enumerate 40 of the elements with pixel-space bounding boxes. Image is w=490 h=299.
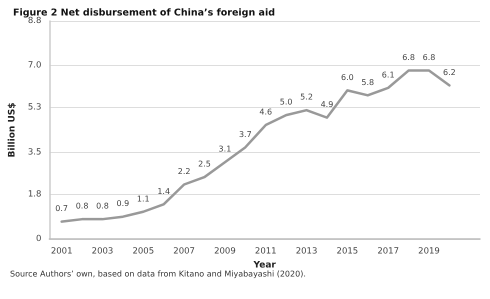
x-tick-label: 2011	[254, 246, 277, 256]
data-label: 0.7	[55, 204, 68, 214]
data-label: 0.8	[76, 202, 88, 211]
y-tick-label: 1.8	[28, 189, 42, 200]
x-tick-label: 2007	[173, 246, 195, 256]
x-tick-label: 2015	[336, 246, 358, 256]
data-label: 3.7	[238, 130, 252, 139]
data-label: 6.8	[422, 53, 436, 62]
data-label: 6.2	[443, 68, 456, 77]
x-axis-title: Year	[252, 260, 276, 270]
data-label: 5.8	[361, 78, 374, 87]
y-tick-label: 0	[36, 234, 42, 244]
data-label: 1.4	[157, 186, 170, 196]
y-tick-label: 3.5	[28, 147, 42, 158]
x-tick-label: 2005	[132, 246, 154, 256]
x-tick-label: 2019	[418, 246, 440, 256]
data-label: 6.8	[402, 53, 415, 62]
y-tick-label: 8.8	[28, 16, 42, 26]
x-tick-label: 2013	[296, 246, 318, 256]
data-label: 6.0	[340, 72, 354, 82]
data-label: 4.9	[320, 100, 334, 110]
data-label: 5.0	[280, 98, 293, 107]
y-axis-title: Billion US$	[8, 102, 18, 158]
x-tick-label: 2003	[92, 246, 114, 256]
data-label: 2.5	[198, 160, 211, 169]
y-tick-label: 7.0	[28, 60, 42, 71]
data-label: 2.2	[178, 167, 190, 176]
x-tick-label: 2017	[377, 246, 399, 256]
data-label: 4.6	[259, 108, 272, 117]
data-label: 1.1	[136, 194, 150, 204]
source-note: Source Authors’ own, based on data from Kitano and Miyabayashi (2020).	[10, 270, 306, 278]
data-label: 6.1	[382, 70, 395, 80]
x-tick-label: 2009	[214, 246, 236, 256]
y-tick-label: 5.3	[28, 102, 42, 113]
data-label: 0.8	[96, 202, 109, 211]
data-label: 5.2	[300, 92, 313, 102]
data-label: 3.1	[218, 144, 232, 154]
chart-title: Figure 2 Net disbursement of China’s foreign aid	[13, 8, 276, 18]
data-label: 0.9	[116, 199, 130, 208]
x-tick-label: 2001	[50, 246, 72, 256]
